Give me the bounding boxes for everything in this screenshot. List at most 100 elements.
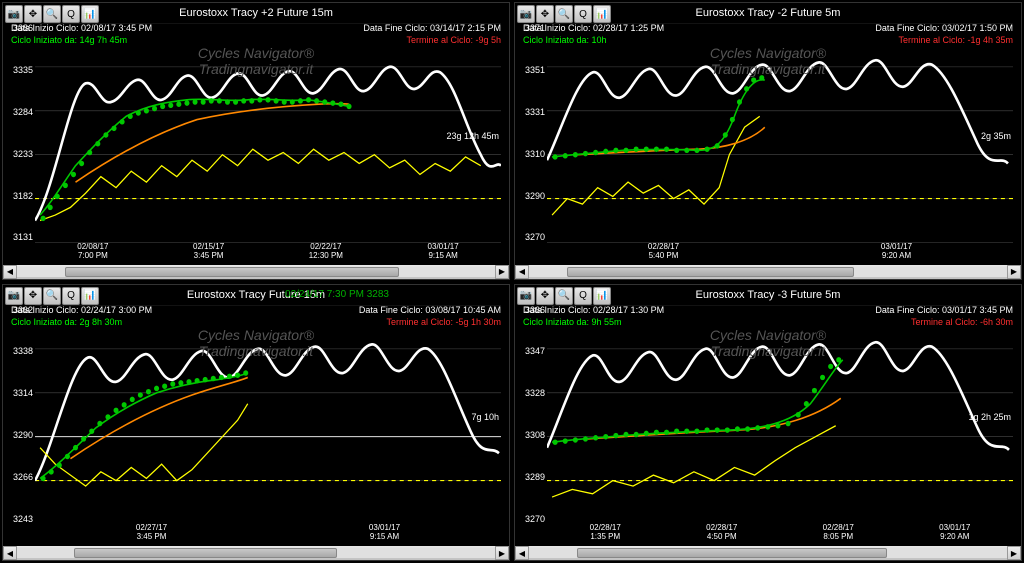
toolbar-btn-1[interactable]: ✥ xyxy=(24,5,42,23)
extra-label: 02/24/17 7:30 PM 3283 xyxy=(285,289,389,300)
x-tick: 03/01/179:20 AM xyxy=(881,243,912,261)
scroll-right-btn[interactable]: ▶ xyxy=(1007,546,1021,560)
chart-area xyxy=(547,305,1013,525)
scroll-track[interactable] xyxy=(17,267,495,277)
x-tick: 03/01/179:20 AM xyxy=(939,524,970,542)
toolbar-btn-0[interactable]: 📷 xyxy=(517,287,535,305)
y-tick: 3284 xyxy=(7,107,33,117)
y-tick: 3233 xyxy=(7,149,33,159)
toolbar-btn-2[interactable]: 🔍 xyxy=(555,5,573,23)
toolbar-btn-0[interactable]: 📷 xyxy=(517,5,535,23)
x-tick: 02/28/171:35 PM xyxy=(590,524,621,542)
scroll-right-btn[interactable]: ▶ xyxy=(495,265,509,279)
x-axis: 02/28/171:35 PM02/28/174:50 PM02/28/178:… xyxy=(547,524,1013,542)
panel-title: Eurostoxx Tracy -2 Future 5m xyxy=(696,7,841,19)
toolbar-btn-3[interactable]: Q xyxy=(62,287,80,305)
y-tick: 3289 xyxy=(519,472,545,482)
chart-area xyxy=(547,23,1013,243)
scroll-left-btn[interactable]: ◀ xyxy=(3,546,17,560)
toolbar-btn-1[interactable]: ✥ xyxy=(536,287,554,305)
toolbar-btn-4[interactable]: 📊 xyxy=(593,5,611,23)
y-tick: 3366 xyxy=(519,305,545,315)
x-tick: 03/01/179:15 AM xyxy=(428,243,459,261)
x-tick: 02/28/178:05 PM xyxy=(823,524,854,542)
y-tick: 3310 xyxy=(519,149,545,159)
scroll-thumb[interactable] xyxy=(74,548,337,558)
termine-ciclo: Termine al Ciclo: -1g 4h 35m xyxy=(898,35,1013,45)
toolbar-btn-1[interactable]: ✥ xyxy=(536,5,554,23)
meta-line-2: Ciclo Iniziato da: 14g 7h 45mTermine al … xyxy=(3,35,509,45)
scroll-track[interactable] xyxy=(529,267,1007,277)
y-axis: 338633353284323331823131 xyxy=(7,23,33,243)
scroll-left-btn[interactable]: ◀ xyxy=(515,546,529,560)
y-tick: 3270 xyxy=(519,514,545,524)
chart-panel-2: 📷✥🔍Q📊Eurostoxx Tracy Future 15m02/24/17 … xyxy=(2,284,510,562)
toolbar-btn-2[interactable]: 🔍 xyxy=(555,287,573,305)
y-tick: 3351 xyxy=(519,65,545,75)
panel-toolbar: 📷✥🔍Q📊 xyxy=(517,287,611,305)
cycle-duration: 2g 35m xyxy=(981,131,1011,141)
data-fine: Data Fine Ciclo: 03/08/17 10:45 AM xyxy=(359,305,501,315)
y-tick: 3328 xyxy=(519,388,545,398)
y-axis: 336233383314329032663243 xyxy=(7,305,33,525)
panel-toolbar: 📷✥🔍Q📊 xyxy=(517,5,611,23)
data-fine: Data Fine Ciclo: 03/02/17 1:50 PM xyxy=(875,23,1013,33)
toolbar-btn-4[interactable]: 📊 xyxy=(81,287,99,305)
meta-line-1: Data Inizio Ciclo: 02/28/17 1:25 PMData … xyxy=(515,23,1021,33)
termine-ciclo: Termine al Ciclo: -5g 1h 30m xyxy=(386,317,501,327)
y-tick: 3270 xyxy=(519,232,545,242)
y-tick: 3347 xyxy=(519,346,545,356)
scroll-track[interactable] xyxy=(17,548,495,558)
scroll-thumb[interactable] xyxy=(567,267,854,277)
panel-toolbar: 📷✥🔍Q📊 xyxy=(5,5,99,23)
toolbar-btn-4[interactable]: 📊 xyxy=(593,287,611,305)
scroll-right-btn[interactable]: ▶ xyxy=(1007,265,1021,279)
y-tick: 3335 xyxy=(7,65,33,75)
x-tick: 02/28/175:40 PM xyxy=(648,243,679,261)
x-tick: 02/08/177:00 PM xyxy=(77,243,108,261)
scroll-left-btn[interactable]: ◀ xyxy=(515,265,529,279)
y-tick: 3290 xyxy=(519,191,545,201)
y-tick: 3308 xyxy=(519,430,545,440)
y-tick: 3314 xyxy=(7,388,33,398)
horizontal-scrollbar[interactable]: ◀▶ xyxy=(515,546,1021,560)
scroll-left-btn[interactable]: ◀ xyxy=(3,265,17,279)
horizontal-scrollbar[interactable]: ◀▶ xyxy=(3,546,509,560)
chart-panel-3: 📷✥🔍Q📊Eurostoxx Tracy -3 Future 5mData In… xyxy=(514,284,1022,562)
termine-ciclo: Termine al Ciclo: -9g 5h xyxy=(406,35,501,45)
scroll-right-btn[interactable]: ▶ xyxy=(495,546,509,560)
horizontal-scrollbar[interactable]: ◀▶ xyxy=(515,265,1021,279)
y-tick: 3266 xyxy=(7,472,33,482)
y-axis: 337133513331331032903270 xyxy=(519,23,545,243)
meta-line-2: Ciclo Iniziato da: 2g 8h 30mTermine al C… xyxy=(3,317,509,327)
x-tick: 03/01/179:15 AM xyxy=(369,524,400,542)
toolbar-btn-0[interactable]: 📷 xyxy=(5,5,23,23)
y-axis: 3366 3347 3328 3308 3289 3270 xyxy=(519,305,545,525)
meta-line-2: Ciclo Iniziato da: 9h 55mTermine al Cicl… xyxy=(515,317,1021,327)
scroll-track[interactable] xyxy=(529,548,1007,558)
y-tick: 3290 xyxy=(7,430,33,440)
y-tick: 3371 xyxy=(519,23,545,33)
meta-line-2: Ciclo Iniziato da: 10hTermine al Ciclo: … xyxy=(515,35,1021,45)
toolbar-btn-2[interactable]: 🔍 xyxy=(43,287,61,305)
scroll-thumb[interactable] xyxy=(65,267,400,277)
toolbar-btn-3[interactable]: Q xyxy=(62,5,80,23)
meta-line-1: Data Inizio Ciclo: 02/08/17 3:45 PMData … xyxy=(3,23,509,33)
x-axis: 02/27/173:45 PM 03/01/179:15 AM xyxy=(35,524,501,542)
x-axis: 02/08/177:00 PM02/15/173:45 PM02/22/1712… xyxy=(35,243,501,261)
y-tick: 3182 xyxy=(7,191,33,201)
y-tick: 3131 xyxy=(7,232,33,242)
toolbar-btn-2[interactable]: 🔍 xyxy=(43,5,61,23)
toolbar-btn-1[interactable]: ✥ xyxy=(24,287,42,305)
toolbar-btn-3[interactable]: Q xyxy=(574,287,592,305)
x-tick: 02/27/173:45 PM xyxy=(136,524,167,542)
data-fine: Data Fine Ciclo: 03/01/17 3:45 PM xyxy=(875,305,1013,315)
toolbar-btn-0[interactable]: 📷 xyxy=(5,287,23,305)
cycle-duration: 23g 12h 45m xyxy=(446,131,499,141)
scroll-thumb[interactable] xyxy=(577,548,888,558)
toolbar-btn-3[interactable]: Q xyxy=(574,5,592,23)
toolbar-btn-4[interactable]: 📊 xyxy=(81,5,99,23)
horizontal-scrollbar[interactable]: ◀▶ xyxy=(3,265,509,279)
y-tick: 3362 xyxy=(7,305,33,315)
chart-area xyxy=(35,23,501,243)
